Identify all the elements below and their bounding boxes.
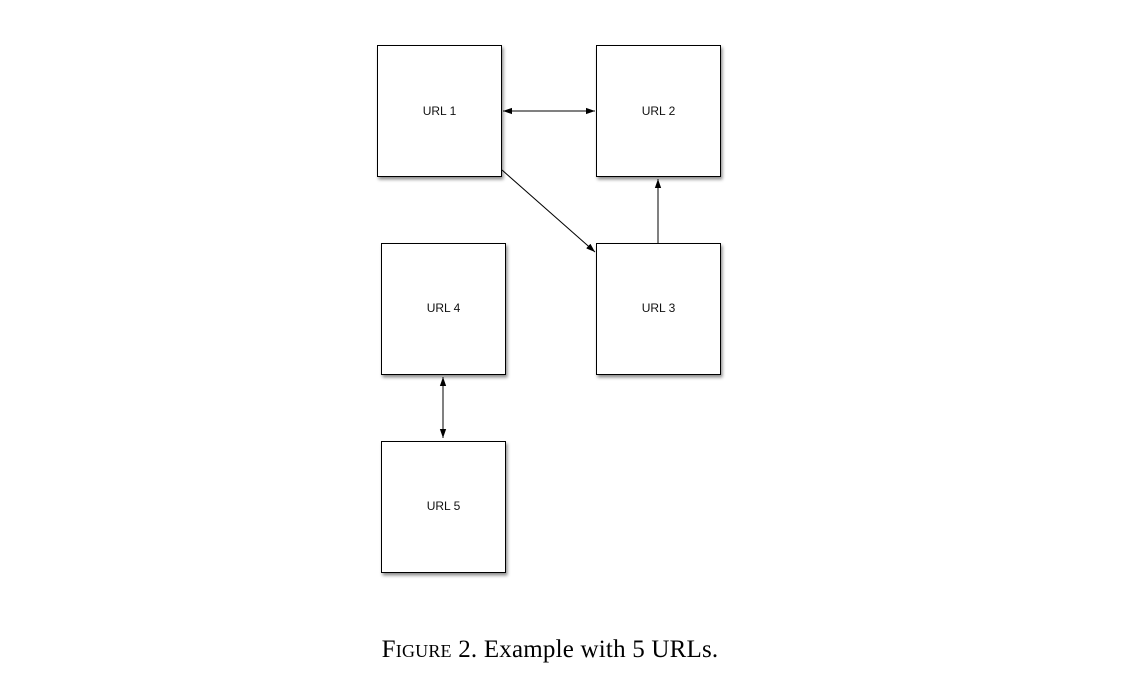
node-url5-label: URL 5: [427, 499, 461, 513]
figure-label: Figure: [382, 636, 452, 663]
node-url1: URL 1: [378, 46, 502, 177]
node-url4: URL 4: [382, 244, 506, 375]
node-url2-label: URL 2: [642, 104, 676, 118]
node-url4-label: URL 4: [427, 301, 461, 315]
node-url3-label: URL 3: [642, 301, 676, 315]
edge-url1-url3: [502, 170, 595, 252]
figure-caption-text: Example with 5 URLs.: [484, 636, 719, 663]
figure-caption: Figure 2. Example with 5 URLs.: [0, 636, 1100, 664]
node-url1-label: URL 1: [423, 104, 457, 118]
node-url2: URL 2: [597, 46, 721, 177]
node-url3: URL 3: [597, 244, 721, 375]
figure-number: 2.: [458, 636, 477, 663]
node-url5: URL 5: [382, 442, 506, 573]
